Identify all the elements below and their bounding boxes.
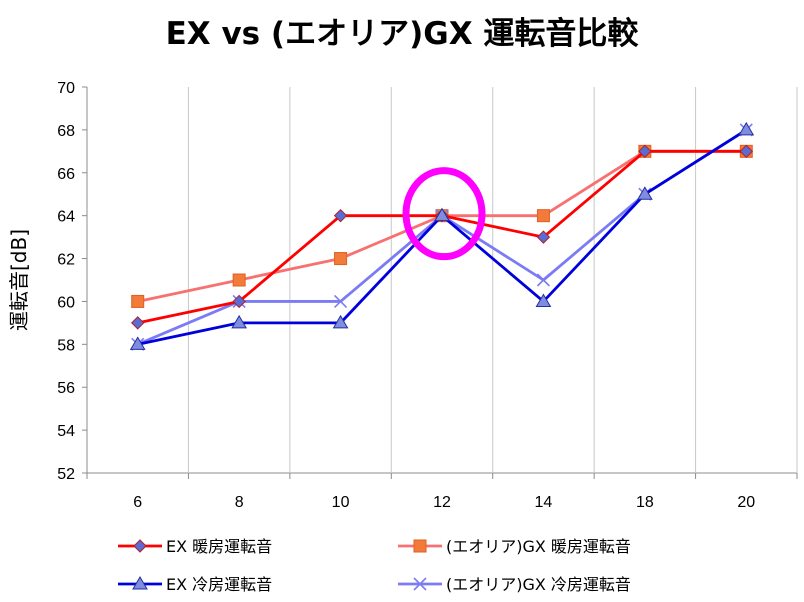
y-tick-label: 62 bbox=[57, 252, 75, 269]
y-tick-label: 64 bbox=[57, 209, 75, 226]
x-tick-label: 8 bbox=[235, 494, 244, 511]
legend-item-3: EX 冷房運転音 bbox=[118, 575, 272, 594]
data-point bbox=[536, 230, 551, 244]
data-point bbox=[231, 314, 248, 329]
y-tick-label: 68 bbox=[57, 123, 75, 140]
x-tick-label: 12 bbox=[433, 494, 451, 511]
data-point bbox=[129, 336, 146, 350]
data-point bbox=[232, 294, 246, 309]
data-point bbox=[334, 294, 348, 309]
x-tick-label: 18 bbox=[636, 494, 654, 511]
legend-swatch-marker bbox=[132, 576, 148, 590]
legend-label: (エオリア)GX 冷房運転音 bbox=[446, 575, 631, 594]
data-point bbox=[131, 316, 145, 330]
series-line bbox=[137, 128, 748, 346]
data-point bbox=[434, 207, 450, 222]
plot-area bbox=[86, 87, 798, 474]
series-3 bbox=[129, 121, 755, 350]
data-point bbox=[738, 121, 755, 136]
data-point bbox=[536, 273, 550, 287]
y-tick-label: 52 bbox=[57, 466, 75, 483]
y-axis-label: 運転音[dB] bbox=[7, 229, 31, 331]
data-point bbox=[636, 186, 653, 200]
x-tick-label: 10 bbox=[332, 494, 350, 511]
legend-label: EX 冷房運転音 bbox=[166, 575, 272, 594]
data-point bbox=[739, 144, 753, 159]
x-tick-label: 20 bbox=[737, 494, 755, 511]
highlight-circle bbox=[402, 167, 486, 261]
y-tick-label: 70 bbox=[57, 80, 75, 97]
series-line bbox=[137, 149, 747, 325]
data-point bbox=[333, 208, 348, 223]
data-point bbox=[232, 273, 246, 287]
data-point bbox=[131, 294, 145, 308]
legend-item-1: EX 暖房運転音 bbox=[118, 537, 272, 556]
legend: EX 暖房運転音 (エオリア)GX 暖房運転音 EX 冷房運転音 (エオリア)GX 冷… bbox=[118, 537, 631, 594]
legend-swatch-marker bbox=[133, 539, 147, 553]
y-tick-label: 58 bbox=[57, 337, 75, 354]
y-tick-label: 66 bbox=[57, 166, 75, 183]
series-group bbox=[129, 121, 755, 351]
y-axis: 52 54 56 58 60 62 64 66 68 70 bbox=[57, 80, 87, 483]
series-4 bbox=[131, 123, 753, 351]
legend-label: EX 暖房運転音 bbox=[166, 537, 272, 556]
data-point bbox=[332, 314, 349, 329]
y-tick-label: 60 bbox=[57, 294, 75, 311]
data-point bbox=[535, 293, 552, 307]
y-tick-label: 56 bbox=[57, 380, 75, 397]
x-tick-label: 14 bbox=[535, 494, 553, 511]
data-point bbox=[536, 209, 550, 223]
legend-label: (エオリア)GX 暖房運転音 bbox=[446, 537, 631, 556]
annotation-group bbox=[402, 167, 486, 261]
marker-stroke bbox=[536, 273, 550, 287]
marker-stroke bbox=[413, 577, 427, 591]
legend-swatch-marker bbox=[413, 577, 427, 591]
x-axis: 6 8 10 12 14 18 20 bbox=[86, 473, 798, 511]
chart-title: EX vs (エオリア)GX 運転音比較 bbox=[165, 16, 639, 52]
x-tick-label: 6 bbox=[133, 494, 142, 511]
legend-item-4: (エオリア)GX 冷房運転音 bbox=[398, 575, 631, 594]
data-point bbox=[334, 252, 348, 266]
series-line bbox=[137, 128, 748, 346]
y-tick-label: 54 bbox=[57, 423, 75, 440]
legend-swatch-marker bbox=[413, 539, 427, 553]
legend-item-2: (エオリア)GX 暖房運転音 bbox=[398, 537, 631, 556]
marker-stroke bbox=[334, 294, 348, 309]
data-point bbox=[638, 144, 652, 159]
